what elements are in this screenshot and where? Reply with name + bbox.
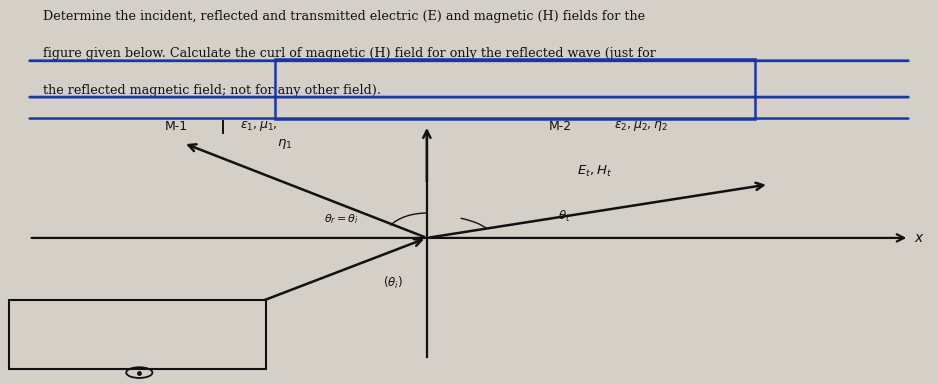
FancyBboxPatch shape (9, 300, 265, 369)
Text: $E_i{=}\!\left[E_0\,e^{-j(\vec{k}\cdot\vec{r})}\right]\!\hat{z}$: $E_i{=}\!\left[E_0\,e^{-j(\vec{k}\cdot\v… (18, 323, 119, 344)
Text: the reflected magnetic field; not for any other field).: the reflected magnetic field; not for an… (43, 84, 381, 97)
Text: $\varepsilon_2, \mu_2, \eta_2$: $\varepsilon_2, \mu_2, \eta_2$ (614, 119, 668, 133)
Text: $E_t, H_t$: $E_t, H_t$ (577, 164, 612, 179)
Text: $(\theta_i)$: $(\theta_i)$ (383, 275, 402, 291)
Text: $\eta_1$: $\eta_1$ (277, 137, 293, 151)
Text: M-1: M-1 (164, 120, 188, 133)
Text: $x$: $x$ (914, 231, 925, 245)
Text: M-2: M-2 (549, 120, 572, 133)
Text: figure given below. Calculate the curl of magnetic (H) field for only the reflec: figure given below. Calculate the curl o… (43, 47, 656, 60)
Text: $\varepsilon_1, \mu_1,$: $\varepsilon_1, \mu_1,$ (239, 119, 278, 133)
Text: $\theta_t$: $\theta_t$ (558, 209, 570, 224)
Text: Determine the incident, reflected and transmitted electric (E) and magnetic (H) : Determine the incident, reflected and tr… (43, 10, 645, 23)
Text: $\theta_r{=}\theta_i$: $\theta_r{=}\theta_i$ (324, 212, 358, 226)
